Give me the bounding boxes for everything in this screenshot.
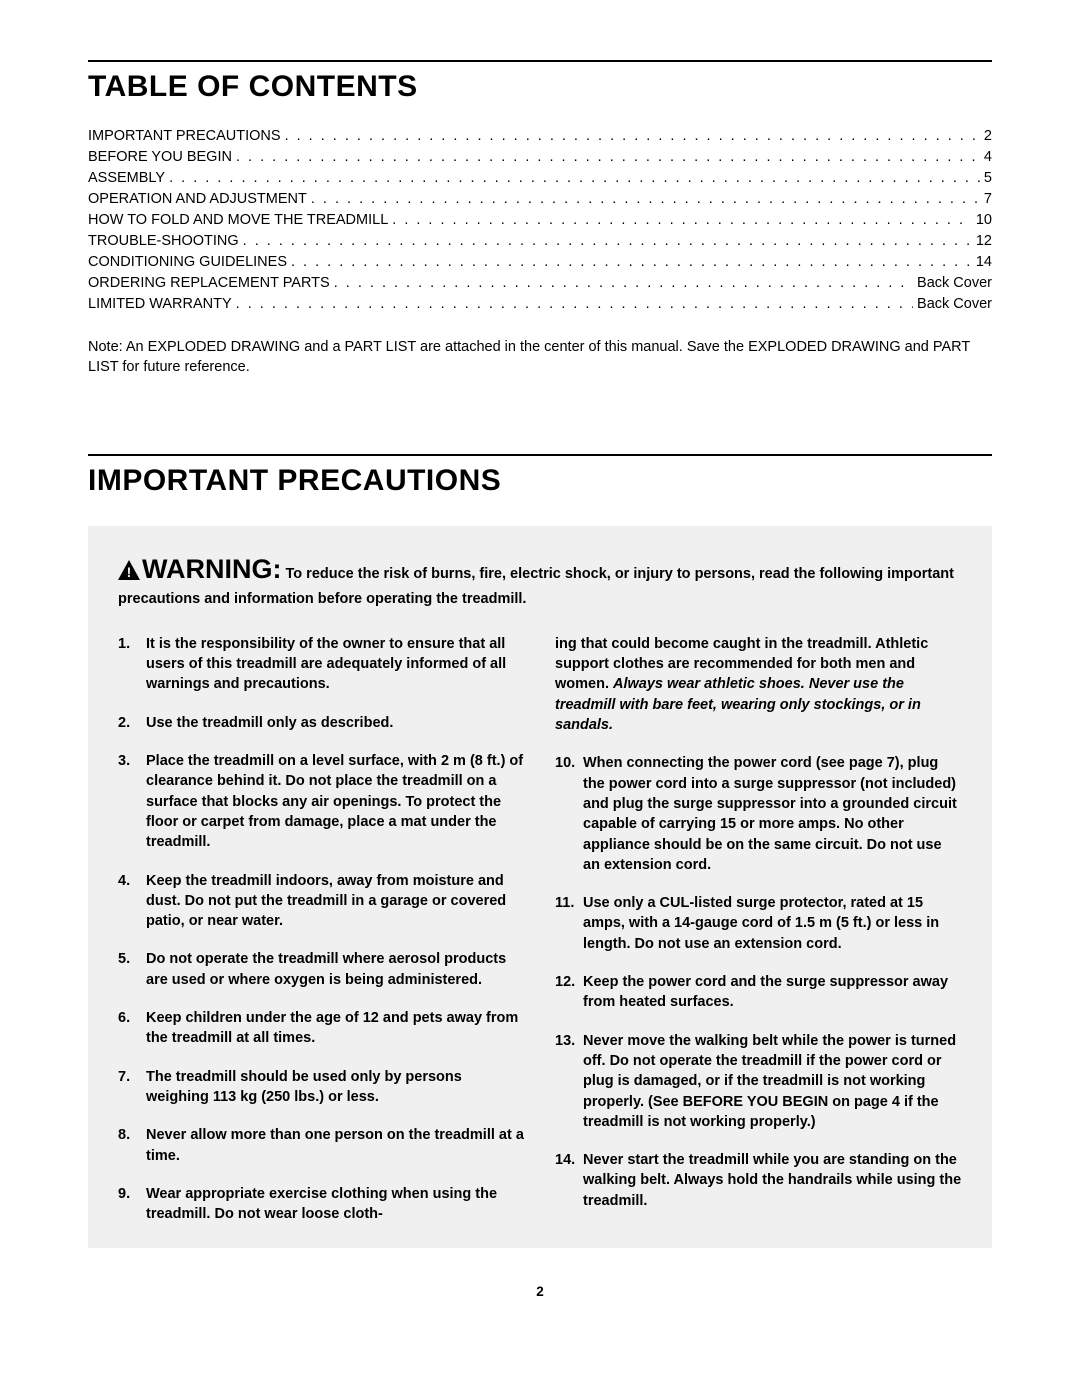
precautions-heading: IMPORTANT PRECAUTIONS <box>88 464 992 498</box>
precaution-item: Never start the treadmill while you are … <box>555 1150 962 1211</box>
precaution-item: Never move the walking belt while the po… <box>555 1031 962 1132</box>
toc-dots <box>236 294 913 315</box>
toc-page: Back Cover <box>917 273 992 294</box>
toc-page: 4 <box>984 147 992 168</box>
toc-row: TROUBLE-SHOOTING 12 <box>88 231 992 252</box>
precaution-item: Use the treadmill only as described. <box>118 713 525 733</box>
toc-label: LIMITED WARRANTY <box>88 294 232 315</box>
toc-label: CONDITIONING GUIDELINES <box>88 252 287 273</box>
warning-box: ! WARNING: To reduce the risk of burns, … <box>88 526 992 1249</box>
page-number: 2 <box>88 1284 992 1299</box>
toc-row: ASSEMBLY 5 <box>88 168 992 189</box>
toc-page: 10 <box>976 210 992 231</box>
precaution-col-right: ing that could become caught in the trea… <box>555 634 962 1225</box>
precaution-col-left: It is the responsibility of the owner to… <box>118 634 525 1225</box>
toc-dots <box>311 189 980 210</box>
toc-page: 5 <box>984 168 992 189</box>
toc-page: 14 <box>976 252 992 273</box>
toc-label: ASSEMBLY <box>88 168 165 189</box>
precaution-item: The treadmill should be used only by per… <box>118 1067 525 1108</box>
toc-page: Back Cover <box>917 294 992 315</box>
toc-row: LIMITED WARRANTY Back Cover <box>88 294 992 315</box>
section-rule <box>88 454 992 456</box>
toc-label: ORDERING REPLACEMENT PARTS <box>88 273 330 294</box>
toc-row: IMPORTANT PRECAUTIONS 2 <box>88 126 992 147</box>
toc-row: BEFORE YOU BEGIN 4 <box>88 147 992 168</box>
section-rule <box>88 60 992 62</box>
toc-label: HOW TO FOLD AND MOVE THE TREADMILL <box>88 210 388 231</box>
toc-dots <box>243 231 972 252</box>
precaution-item: It is the responsibility of the owner to… <box>118 634 525 695</box>
toc-row: ORDERING REPLACEMENT PARTS Back Cover <box>88 273 992 294</box>
precaution-item: Keep children under the age of 12 and pe… <box>118 1008 525 1049</box>
toc-label: BEFORE YOU BEGIN <box>88 147 232 168</box>
precaution-item-continued: ing that could become caught in the trea… <box>555 634 962 735</box>
warning-triangle-icon: ! <box>118 560 140 587</box>
toc-dots <box>236 147 980 168</box>
precaution-columns: It is the responsibility of the owner to… <box>118 634 962 1225</box>
precaution-item: Place the treadmill on a level surface, … <box>118 751 525 852</box>
toc-page: 12 <box>976 231 992 252</box>
toc-dots <box>392 210 972 231</box>
toc-list: IMPORTANT PRECAUTIONS 2 BEFORE YOU BEGIN… <box>88 126 992 315</box>
precaution-item: Use only a CUL-listed surge protector, r… <box>555 893 962 954</box>
precaution-item: Keep the treadmill indoors, away from mo… <box>118 871 525 932</box>
warning-word: WARNING: <box>142 554 281 584</box>
toc-dots <box>285 126 980 147</box>
toc-dots <box>334 273 913 294</box>
precaution-item: When connecting the power cord (see page… <box>555 753 962 875</box>
toc-dots <box>169 168 980 189</box>
precaution-item: Never allow more than one person on the … <box>118 1125 525 1166</box>
toc-heading: TABLE OF CONTENTS <box>88 70 992 104</box>
precaution-item: Wear appropriate exercise clothing when … <box>118 1184 525 1225</box>
toc-label: OPERATION AND ADJUSTMENT <box>88 189 307 210</box>
toc-row: OPERATION AND ADJUSTMENT 7 <box>88 189 992 210</box>
toc-row: CONDITIONING GUIDELINES 14 <box>88 252 992 273</box>
precaution-item: Do not operate the treadmill where aeros… <box>118 949 525 990</box>
toc-dots <box>291 252 972 273</box>
precaution-item: Keep the power cord and the surge suppre… <box>555 972 962 1013</box>
toc-page: 7 <box>984 189 992 210</box>
toc-page: 2 <box>984 126 992 147</box>
toc-label: IMPORTANT PRECAUTIONS <box>88 126 281 147</box>
toc-row: HOW TO FOLD AND MOVE THE TREADMILL 10 <box>88 210 992 231</box>
toc-note: Note: An EXPLODED DRAWING and a PART LIS… <box>88 337 992 378</box>
svg-text:!: ! <box>127 564 132 580</box>
toc-label: TROUBLE-SHOOTING <box>88 231 239 252</box>
warning-lead: ! WARNING: To reduce the risk of burns, … <box>118 550 962 610</box>
